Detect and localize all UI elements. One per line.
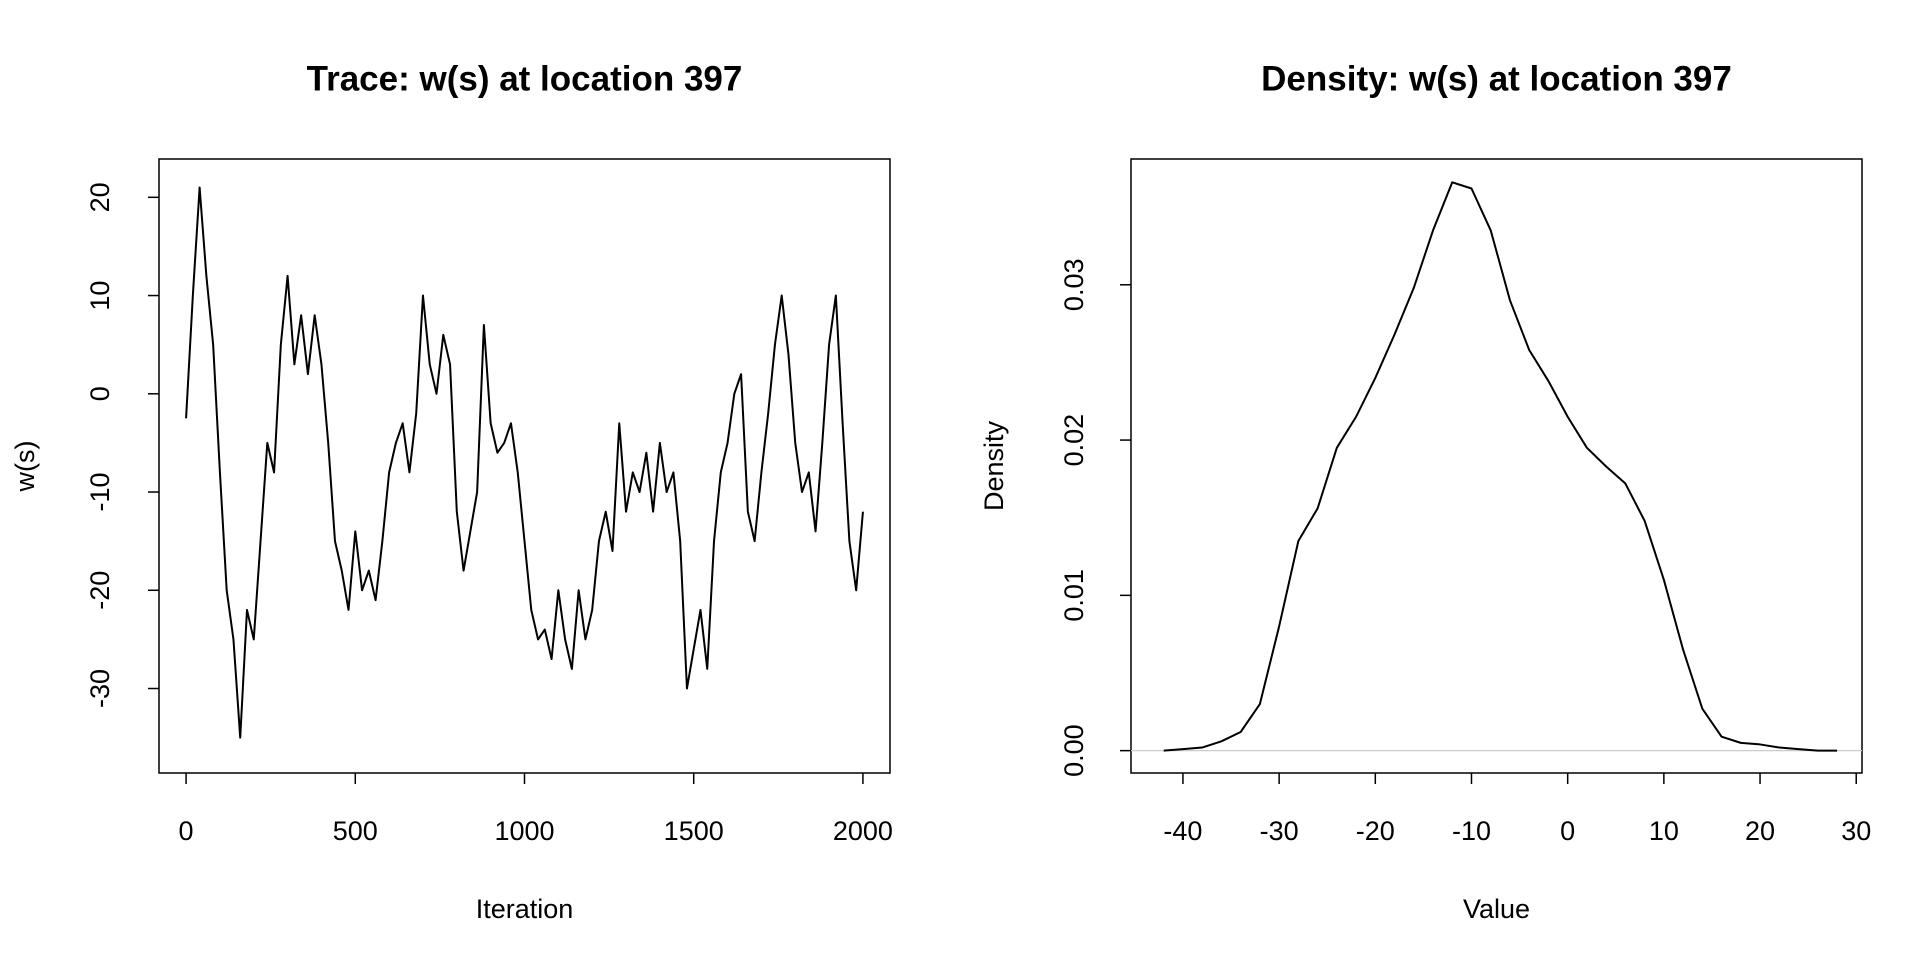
x-tick-label: 1500	[664, 816, 724, 846]
y-tick-label: 0.02	[1059, 414, 1089, 467]
y-tick-label: -30	[85, 669, 115, 708]
x-tick-label: 30	[1841, 816, 1871, 846]
data-line	[1163, 181, 1837, 752]
chart-title: Density: w(s) at location 397	[1261, 59, 1732, 98]
x-tick-label: 0	[1560, 816, 1575, 846]
x-tick-label: 500	[333, 816, 378, 846]
plot-box	[158, 158, 891, 774]
chart-title: Trace: w(s) at location 397	[307, 59, 743, 98]
y-tick-label: 20	[85, 182, 115, 212]
x-tick-label: 0	[179, 816, 194, 846]
x-tick-label: 1000	[494, 816, 554, 846]
y-tick-label: 10	[85, 281, 115, 311]
x-axis-label: Value	[1463, 894, 1530, 924]
y-tick-label: 0.00	[1059, 724, 1089, 777]
x-axis-label: Iteration	[476, 894, 574, 924]
y-axis-label: w(s)	[10, 441, 40, 493]
y-tick-label: -20	[85, 571, 115, 610]
x-tick-label: -20	[1356, 816, 1395, 846]
x-tick-label: 2000	[833, 816, 893, 846]
plot-box	[1130, 158, 1863, 774]
y-tick-label: 0	[85, 386, 115, 401]
x-tick-label: -10	[1452, 816, 1491, 846]
y-tick-label: -10	[85, 473, 115, 512]
x-tick-label: 10	[1649, 816, 1679, 846]
y-axis-label: Density	[979, 420, 1009, 511]
y-tick-label: 0.01	[1059, 569, 1089, 622]
data-line	[185, 186, 864, 739]
x-tick-label: -40	[1163, 816, 1202, 846]
x-tick-label: 20	[1745, 816, 1775, 846]
x-tick-label: -30	[1260, 816, 1299, 846]
y-tick-label: 0.03	[1059, 259, 1089, 312]
